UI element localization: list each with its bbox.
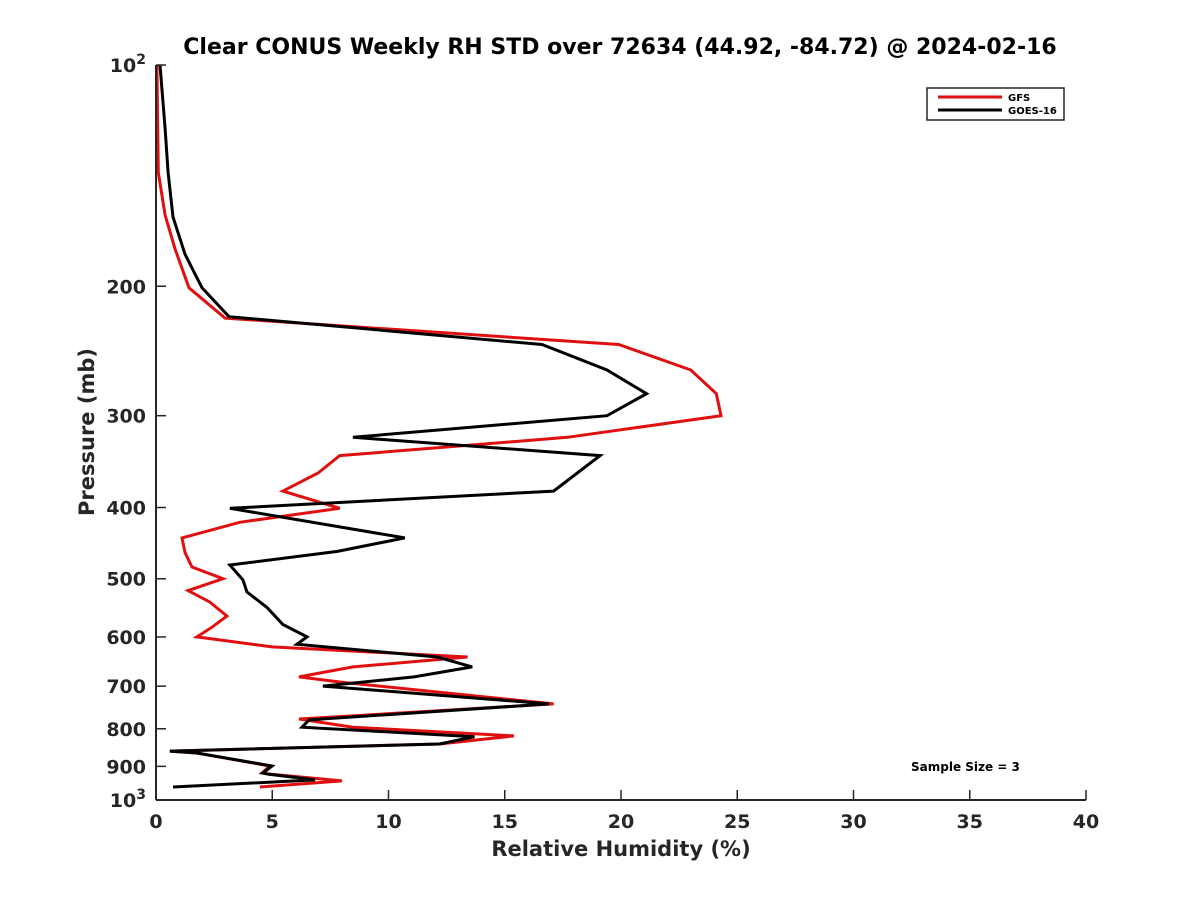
x-tick-label: 30 [840,811,866,833]
x-tick-label: 0 [149,811,162,833]
y-tick-label: 200 [106,276,146,298]
x-tick-label: 20 [608,811,634,833]
y-tick-label: 900 [106,756,146,778]
y-axis-label: Pressure (mb) [75,348,99,516]
x-tick-label: 15 [492,811,518,833]
series-line-gfs [155,64,723,789]
y-tick-label: 102 [110,52,146,77]
legend: GFS GOES-16 [926,87,1065,121]
legend-label-goes-16: GOES-16 [1008,106,1057,117]
y-tick-label: 700 [106,676,146,698]
x-axis: 0 5 10 15 20 25 30 35 40 [149,790,1099,833]
legend-label-gfs: GFS [1008,93,1030,104]
series-line-goes-16 [158,64,650,789]
x-axis-label: Relative Humidity (%) [491,837,750,861]
y-tick-label: 300 [106,406,146,428]
x-tick-label: 35 [957,811,983,833]
legend-box [926,87,1065,121]
x-tick-label: 40 [1073,811,1099,833]
chart-title: Clear CONUS Weekly RH STD over 72634 (44… [183,35,1056,60]
x-tick-label: 5 [266,811,279,833]
x-tick-label: 25 [724,811,750,833]
y-tick-label: 103 [110,787,146,812]
y-tick-label: 600 [106,627,146,649]
x-tick-label: 10 [375,811,401,833]
y-tick-label: 500 [106,569,146,591]
y-tick-label: 400 [106,498,146,520]
y-tick-label: 800 [106,719,146,741]
series-layer [155,64,723,789]
y-axis: 102 200 300 400 500 600 700 800 900 103 [106,52,166,812]
sample-size-annotation: Sample Size = 3 [911,760,1020,774]
